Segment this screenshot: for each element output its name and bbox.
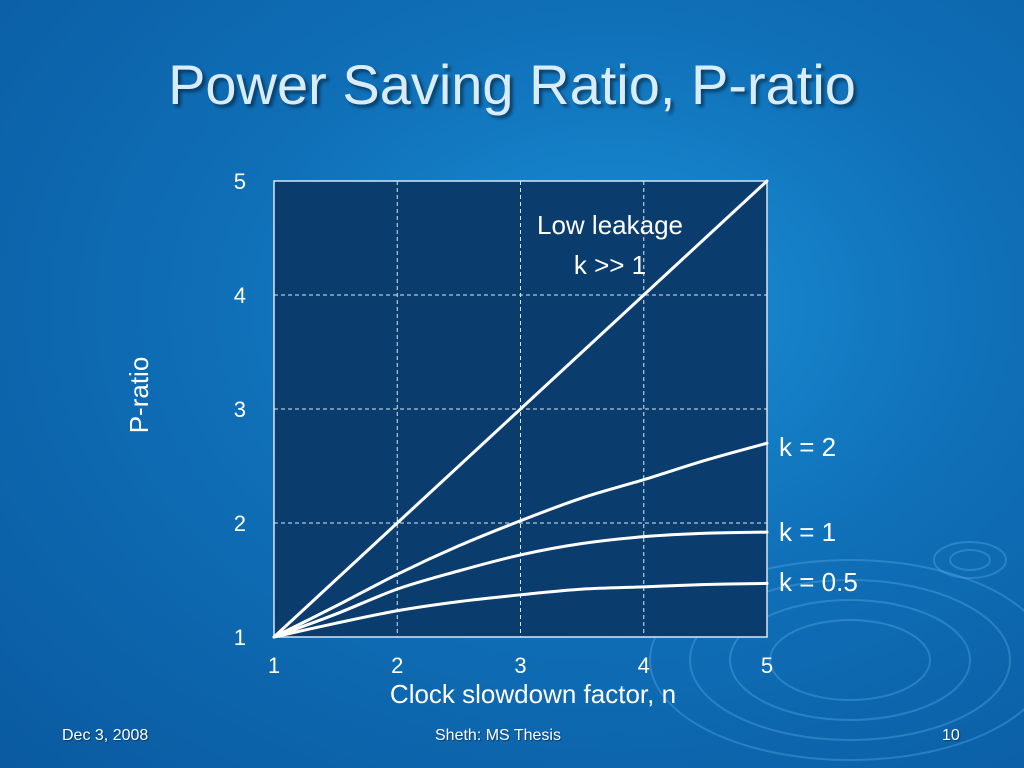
- x-tick-label-3: 3: [514, 653, 526, 678]
- y-tick-label-4: 4: [234, 283, 246, 308]
- annotation-k-much-greater-1: k >> 1: [574, 250, 646, 280]
- x-tick-label-2: 2: [391, 653, 403, 678]
- series-lines: [272, 179, 769, 639]
- x-tick-label-4: 4: [638, 653, 650, 678]
- series-line-2: [272, 530, 769, 639]
- annotation-k-1: k = 1: [779, 517, 836, 547]
- annotation-k-0-5: k = 0.5: [779, 567, 858, 597]
- x-tick-label-5: 5: [761, 653, 773, 678]
- x-axis-label: Clock slowdown factor, n: [390, 679, 676, 709]
- y-tick-label-5: 5: [234, 169, 246, 194]
- footer-center: Sheth: MS Thesis: [435, 727, 561, 744]
- annotation-low-leakage: Low leakage: [537, 210, 683, 240]
- x-tick-label-1: 1: [268, 653, 280, 678]
- tick-labels: 1 2 3 4 5 1 2 3 4 5: [234, 169, 773, 678]
- slide-title: Power Saving Ratio, P-ratio: [168, 53, 856, 116]
- footer-page-number: 10: [942, 727, 960, 744]
- y-tick-label-2: 2: [234, 511, 246, 536]
- annotation-k-2: k = 2: [779, 432, 836, 462]
- footer-date: Dec 3, 2008: [62, 727, 149, 744]
- y-axis-label: P-ratio: [124, 357, 154, 434]
- series-line-0: [272, 179, 769, 639]
- y-tick-label-3: 3: [234, 397, 246, 422]
- series-line-3: [272, 581, 769, 639]
- series-line-1: [272, 441, 769, 639]
- y-tick-label-1: 1: [234, 625, 246, 650]
